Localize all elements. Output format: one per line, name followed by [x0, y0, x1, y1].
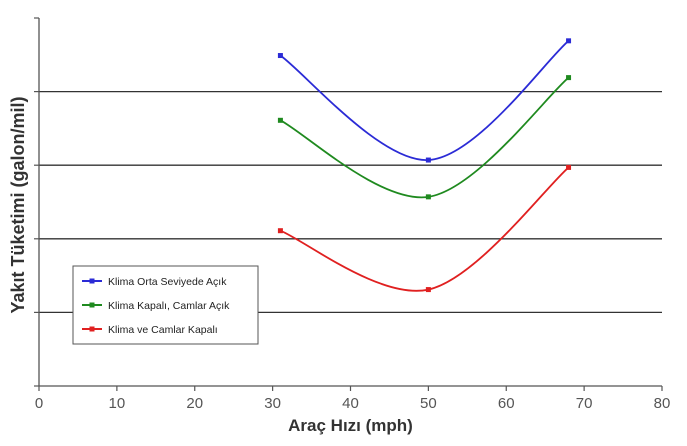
y-axis-title: Yakıt Tüketimi (galon/mil) — [8, 96, 28, 313]
x-tick-label-7: 70 — [576, 395, 593, 412]
x-tick-label-0: 0 — [35, 395, 43, 412]
x-axis-title: Araç Hızı (mph) — [288, 416, 413, 435]
legend-item-2: Klima Kapalı, Camlar Açık — [82, 300, 230, 312]
data-point-3-3 — [566, 164, 572, 170]
legend-label-3: Klima ve Camlar Kapalı — [108, 324, 218, 336]
axes — [34, 17, 663, 391]
data-point-2-1 — [277, 117, 283, 123]
x-tick-label-8: 80 — [654, 395, 671, 412]
series-1 — [277, 38, 572, 163]
data-point-3-1 — [277, 228, 283, 234]
x-tick-label-4: 40 — [342, 395, 359, 412]
series-line-3 — [280, 166, 570, 292]
x-tick-label-6: 60 — [498, 395, 515, 412]
data-point-1-2 — [425, 157, 431, 163]
x-tick-label-1: 10 — [109, 395, 126, 412]
x-tick-label-5: 50 — [420, 395, 437, 412]
x-tick-label-2: 20 — [186, 395, 203, 412]
data-point-3-2 — [425, 287, 431, 293]
legend-label-2: Klima Kapalı, Camlar Açık — [108, 300, 230, 312]
grid-lines — [39, 90, 662, 314]
x-tick-label-3: 30 — [264, 395, 281, 412]
series-2 — [277, 75, 572, 200]
x-tick-labels: 0 10 20 30 40 50 60 70 80 — [35, 395, 671, 412]
data-point-1-1 — [277, 53, 283, 59]
legend-box — [72, 265, 259, 345]
data-point-2-3 — [566, 75, 572, 81]
legend-marker-3 — [89, 326, 95, 332]
legend-marker-1 — [89, 278, 95, 284]
series-group — [277, 38, 572, 293]
series-line-1 — [279, 40, 570, 161]
legend: Klima Orta Seviyede Açık Klima Kapalı, Ca… — [72, 265, 259, 345]
series-3 — [277, 164, 572, 293]
data-point-1-3 — [566, 38, 572, 44]
legend-item-1: Klima Orta Seviyede Açık — [82, 276, 227, 288]
legend-marker-2 — [89, 302, 95, 308]
legend-item-3: Klima ve Camlar Kapalı — [82, 324, 218, 336]
data-point-2-2 — [425, 194, 431, 200]
legend-label-1: Klima Orta Seviyede Açık — [108, 276, 227, 288]
